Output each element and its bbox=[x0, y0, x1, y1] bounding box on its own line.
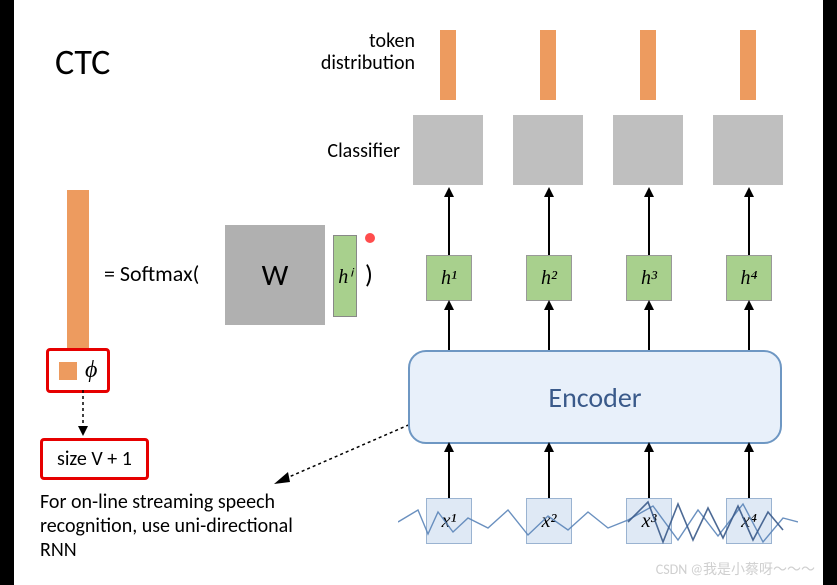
arrow-e-h2 bbox=[543, 300, 555, 350]
classifier-1 bbox=[413, 115, 483, 185]
classifier-label: Classifier bbox=[300, 140, 400, 162]
token-bar-2 bbox=[540, 30, 556, 100]
classifier-4 bbox=[713, 115, 783, 185]
h-1: h¹ bbox=[426, 255, 472, 301]
encoder-box: Encoder bbox=[408, 350, 782, 444]
classifier-2 bbox=[513, 115, 583, 185]
phi-arrow bbox=[75, 390, 95, 438]
close-paren: ) bbox=[365, 258, 373, 290]
title: CTC bbox=[55, 40, 110, 84]
token-label-l2: distribution bbox=[285, 52, 415, 74]
fn-l3: RNN bbox=[40, 538, 293, 562]
token-bar-3 bbox=[640, 30, 656, 100]
footnote: For on-line streaming speech recognition… bbox=[40, 490, 293, 562]
arrow-h3-c bbox=[643, 187, 655, 255]
right-frame bbox=[823, 0, 837, 585]
encoder-arrow bbox=[270, 420, 430, 490]
arrow-e-h4 bbox=[743, 300, 755, 350]
arrow-x4-e bbox=[743, 442, 755, 498]
token-distribution-label: token distribution bbox=[285, 30, 415, 74]
waveform-icon bbox=[398, 500, 798, 544]
arrow-h1-c bbox=[443, 187, 455, 255]
arrow-e-h1 bbox=[443, 300, 455, 350]
h-2: h² bbox=[526, 255, 572, 301]
h-3: h³ bbox=[626, 255, 672, 301]
red-dot bbox=[365, 233, 375, 243]
token-bar-1 bbox=[440, 30, 456, 100]
fn-l1: For on-line streaming speech bbox=[40, 490, 293, 514]
arrow-x1-e bbox=[443, 442, 455, 498]
encoder-text: Encoder bbox=[548, 380, 641, 415]
w-box: W bbox=[225, 225, 325, 325]
arrow-h2-c bbox=[543, 187, 555, 255]
watermark: CSDN @我是小蔡呀～～～ bbox=[656, 559, 815, 579]
hi-box: hⁱ bbox=[333, 235, 357, 317]
hi-text: hⁱ bbox=[338, 264, 352, 289]
softmax-label: = Softmax( bbox=[104, 260, 199, 287]
arrow-x3-e bbox=[643, 442, 655, 498]
arrow-x2-e bbox=[543, 442, 555, 498]
left-token-bar bbox=[67, 190, 89, 350]
classifier-3 bbox=[613, 115, 683, 185]
fn-l2: recognition, use uni-directional bbox=[40, 514, 293, 538]
arrow-e-h3 bbox=[643, 300, 655, 350]
arrow-h4-c bbox=[743, 187, 755, 255]
token-bar-4 bbox=[740, 30, 756, 100]
size-box: size V + 1 bbox=[40, 438, 149, 480]
phi-square-icon bbox=[59, 362, 77, 380]
h-4: h⁴ bbox=[726, 255, 772, 301]
left-frame bbox=[0, 0, 14, 585]
phi-box: ϕ bbox=[46, 348, 110, 393]
token-label-l1: token bbox=[285, 30, 415, 52]
phi-symbol: ϕ bbox=[85, 357, 97, 384]
